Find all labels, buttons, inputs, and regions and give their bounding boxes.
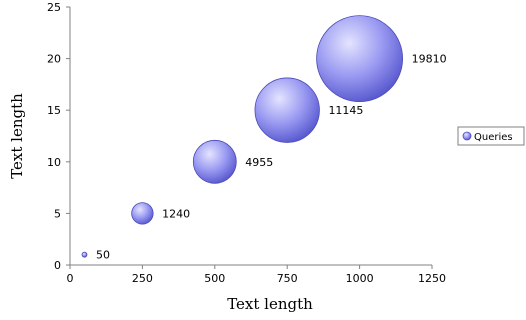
legend-label: Queries — [474, 132, 513, 143]
y-tick-label: 15 — [47, 104, 61, 117]
x-tick-label: 250 — [132, 272, 153, 285]
y-tick-label: 5 — [54, 207, 61, 220]
legend-marker — [462, 131, 472, 141]
bubbles — [81, 15, 404, 258]
x-tick-label: 750 — [277, 272, 298, 285]
x-tick-label: 0 — [67, 272, 74, 285]
y-tick-label: 0 — [54, 259, 61, 272]
y-axis-title: Text length — [8, 93, 26, 179]
bubble-label: 11145 — [328, 104, 363, 117]
axes: 0 250 500 750 1000 1250 0 5 10 15 20 25 — [47, 1, 446, 285]
bubble-label: 50 — [96, 249, 110, 262]
bubble — [81, 251, 88, 258]
bubble — [316, 15, 404, 102]
bubble-label: 1240 — [162, 207, 190, 220]
bubble — [131, 202, 154, 225]
legend: Queries — [457, 126, 525, 146]
x-axis-title: Text length — [227, 295, 313, 313]
x-tick-label: 1250 — [418, 272, 446, 285]
bubble-label: 19810 — [412, 53, 447, 66]
x-tick-label: 500 — [204, 272, 225, 285]
bubble-label: 4955 — [245, 156, 273, 169]
legend-box — [457, 126, 525, 146]
y-tick-label: 10 — [47, 156, 61, 169]
x-tick-label: 1000 — [346, 272, 374, 285]
y-tick-label: 25 — [47, 1, 61, 14]
bubble — [192, 139, 237, 184]
data-labels: 50 1240 4955 11145 19810 — [96, 53, 447, 262]
y-tick-label: 20 — [47, 53, 61, 66]
bubble — [254, 77, 320, 143]
